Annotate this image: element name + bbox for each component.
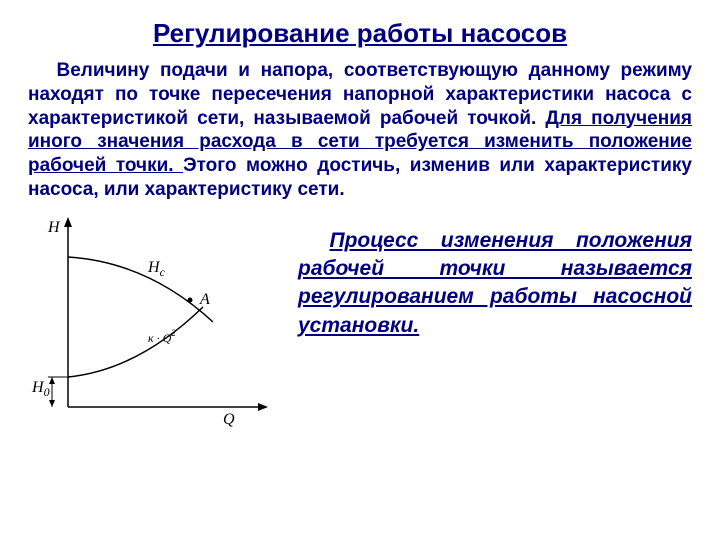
- svg-text:H0: H0: [31, 379, 50, 399]
- page-title: Регулирование работы насосов: [28, 18, 692, 49]
- y-axis-label: H: [47, 219, 61, 236]
- pump-chart: H Q Hc A к · Q2 H0: [28, 212, 288, 432]
- paragraph-2: Процесс изменения положения рабочей точк…: [288, 212, 692, 432]
- svg-text:Hc: Hc: [147, 259, 166, 279]
- x-axis-label: Q: [223, 411, 235, 428]
- point-a-label: A: [199, 291, 210, 308]
- svg-text:к · Q2: к · Q2: [148, 328, 176, 345]
- paragraph-1: Величину подачи и напора, соответствующу…: [28, 59, 692, 202]
